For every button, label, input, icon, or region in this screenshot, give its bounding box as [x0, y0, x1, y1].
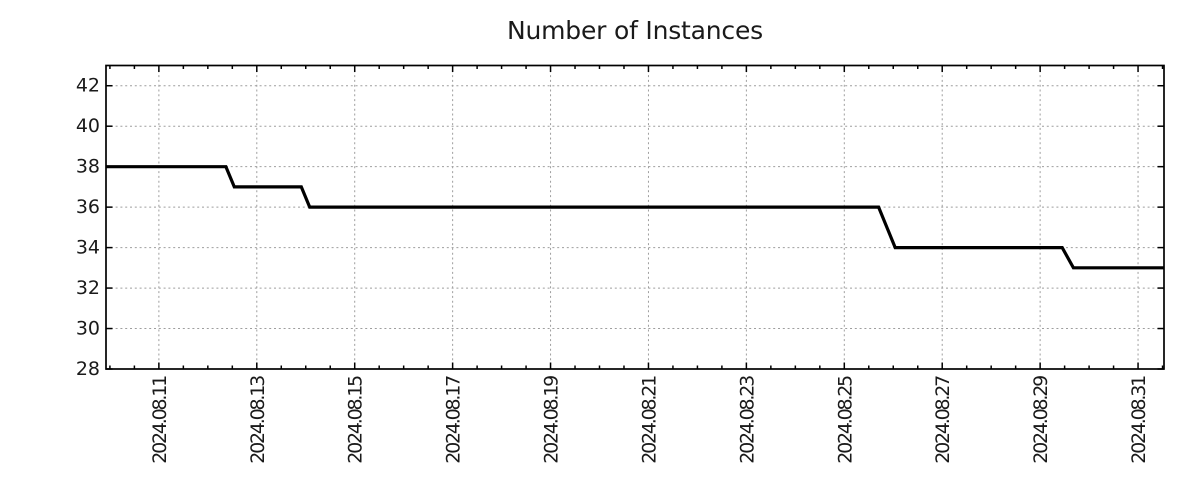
- grid-layer: [106, 65, 1164, 370]
- x-tick-label: 2024.08.11: [149, 376, 171, 464]
- x-tick-label: 2024.08.27: [932, 376, 954, 464]
- x-tick-label: 2024.08.21: [638, 376, 660, 464]
- y-tick-label: 32: [76, 277, 100, 299]
- y-tick-label: 40: [76, 115, 100, 137]
- x-tick-label: 2024.08.29: [1030, 376, 1052, 464]
- series-line-instances: [106, 165, 1164, 270]
- plot-border: [105, 64, 1165, 370]
- x-tick-label: 2024.08.31: [1128, 376, 1150, 464]
- chart-title: Number of Instances: [507, 16, 763, 45]
- x-tick-label: 2024.08.19: [541, 376, 563, 464]
- x-tick-label: 2024.08.25: [834, 376, 856, 464]
- x-tick-label: 2024.08.17: [443, 376, 465, 464]
- y-tick-label: 34: [76, 237, 100, 259]
- y-tick-label: 42: [76, 75, 100, 97]
- tick-layer: [106, 65, 1164, 370]
- y-tick-label: 28: [76, 358, 100, 380]
- y-tick-label: 38: [76, 156, 100, 178]
- y-tick-label: 30: [76, 318, 100, 340]
- x-tick-label: 2024.08.23: [736, 376, 758, 464]
- tick-label-layer: 28 30 32 34 36 38 40 42 2024.08.11 2024.08.13 2024…: [76, 75, 1150, 464]
- series-layer: [106, 165, 1164, 270]
- x-tick-label: 2024.08.13: [247, 376, 269, 464]
- y-tick-label: 36: [76, 196, 100, 218]
- x-tick-label: 2024.08.15: [345, 376, 367, 464]
